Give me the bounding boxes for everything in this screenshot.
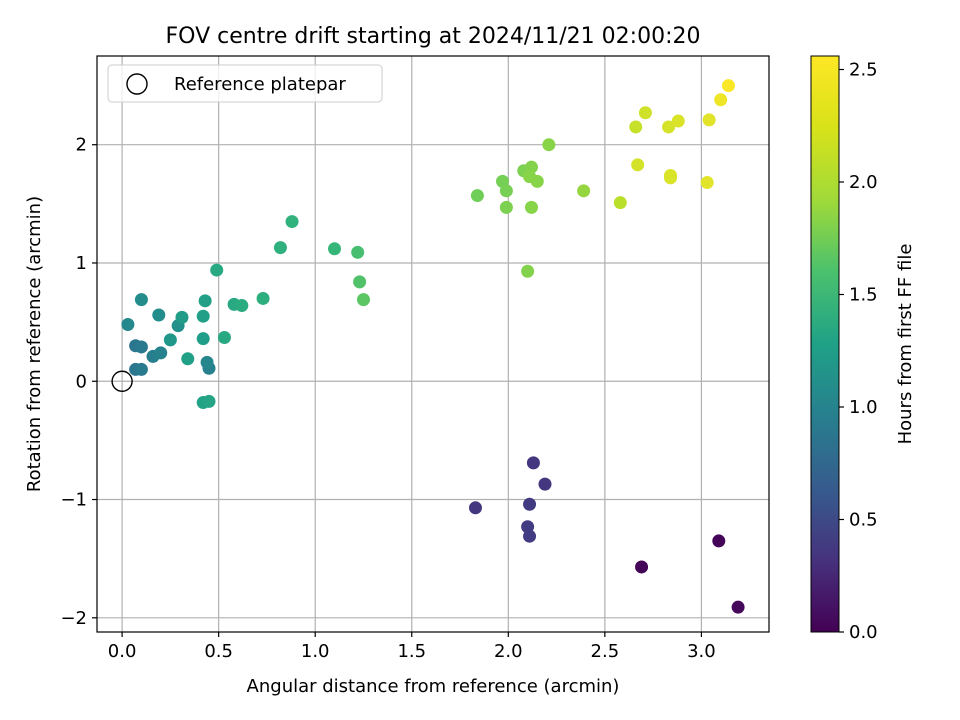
scatter-point [196, 332, 210, 346]
x-tick-label: 2.5 [591, 641, 620, 662]
scatter-point [163, 333, 177, 347]
y-axis-ticks: −2 −1 0 1 2 [60, 135, 97, 629]
scatter-point [631, 158, 645, 172]
scatter-point [200, 355, 214, 369]
scatter-point [198, 294, 212, 308]
scatter-point [538, 477, 552, 491]
legend-box [107, 64, 383, 103]
scatter-point [638, 106, 652, 120]
scatter-point [523, 497, 537, 511]
reference-platepar-marker [111, 370, 133, 392]
scatter-point [499, 184, 513, 198]
colorbar-tick-label: 2.0 [849, 172, 878, 193]
scatter-point [662, 120, 676, 134]
scatter-point [542, 138, 556, 152]
colorbar-tick-label: 0.5 [849, 510, 878, 531]
scatter-point [328, 242, 342, 256]
scatter-point [256, 291, 270, 305]
scatter-point [468, 501, 482, 515]
y-tick-label: 2 [76, 135, 87, 156]
plot-area-frame [96, 55, 770, 633]
y-tick-label: 0 [76, 371, 87, 392]
scatter-point [217, 330, 231, 344]
scatter-point [702, 113, 716, 127]
scatter-point [154, 346, 168, 360]
y-tick-label: −1 [60, 490, 87, 511]
grid-lines [97, 56, 769, 632]
scatter-point [134, 293, 148, 307]
scatter-point [152, 308, 166, 322]
scatter-point [134, 362, 148, 376]
x-tick-label: 3.0 [687, 641, 716, 662]
scatter-point [521, 264, 535, 278]
y-tick-label: 1 [76, 253, 87, 274]
scatter-point [712, 534, 726, 548]
scatter-point [356, 293, 370, 307]
legend-entry-reference: Reference platepar [174, 74, 346, 95]
scatter-point [470, 189, 484, 203]
x-tick-label: 0.5 [204, 641, 233, 662]
scatter-point [530, 174, 544, 188]
scatter-point [121, 317, 135, 331]
scatter-points [121, 79, 745, 614]
scatter-point [613, 196, 627, 210]
scatter-point [285, 215, 299, 229]
x-tick-label: 1.5 [397, 641, 426, 662]
scatter-point [134, 340, 148, 354]
legend: Reference platepar [107, 64, 383, 103]
scatter-point [524, 200, 538, 214]
legend-reference-marker [126, 73, 148, 95]
scatter-point [196, 309, 210, 323]
scatter-point [671, 114, 685, 128]
x-tick-label: 1.0 [301, 641, 330, 662]
y-axis-label: Rotation from reference (arcmin) [24, 196, 45, 492]
scatter-point [577, 184, 591, 198]
scatter-point [526, 456, 540, 470]
x-tick-label: 2.0 [494, 641, 523, 662]
colorbar-label: Hours from first FF file [895, 244, 916, 445]
colorbar-tick-label: 1.0 [849, 397, 878, 418]
scatter-point [181, 352, 195, 366]
scatter-point [721, 79, 735, 93]
scatter-point [351, 245, 365, 259]
colorbar [810, 55, 840, 633]
scatter-point [175, 310, 189, 324]
y-tick-label: −2 [60, 608, 87, 629]
scatter-point [700, 176, 714, 190]
scatter-point [635, 560, 649, 574]
x-axis-ticks: 0.0 0.5 1.0 1.5 2.0 2.5 3.0 [108, 632, 716, 662]
scatter-point [353, 275, 367, 289]
x-axis-label: Angular distance from reference (arcmin) [247, 676, 620, 697]
colorbar-ticks: 0.0 0.5 1.0 1.5 2.0 2.5 [839, 60, 878, 643]
colorbar-tick-label: 1.5 [849, 285, 878, 306]
scatter-point [210, 263, 224, 277]
scatter-point [235, 299, 249, 313]
scatter-point [731, 600, 745, 614]
chart-title: FOV centre drift starting at 2024/11/21 … [166, 24, 701, 49]
scatter-point [273, 241, 287, 255]
scatter-point [499, 200, 513, 214]
scatter-point [664, 171, 678, 185]
colorbar-tick-label: 0.0 [849, 622, 878, 643]
scatter-point [714, 93, 728, 107]
colorbar-tick-label: 2.5 [849, 60, 878, 81]
scatter-point [202, 394, 216, 408]
scatter-point [629, 120, 643, 134]
x-tick-label: 0.0 [108, 641, 137, 662]
scatter-point [523, 529, 537, 543]
